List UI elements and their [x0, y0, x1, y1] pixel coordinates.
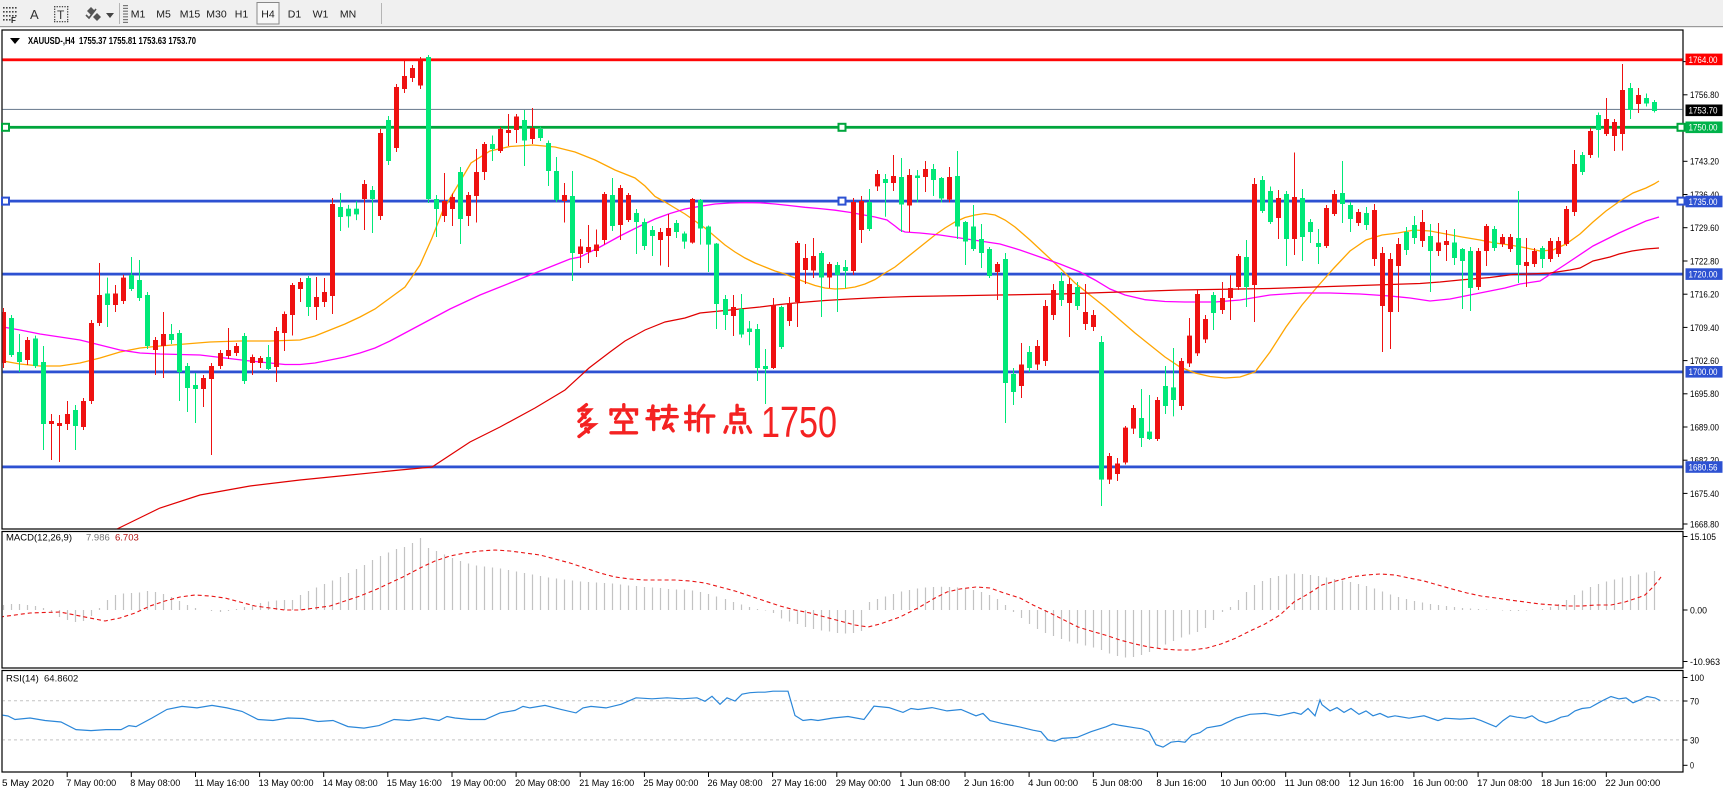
- svg-text:25 May 00:00: 25 May 00:00: [643, 778, 698, 789]
- svg-text:0.00: 0.00: [1690, 605, 1707, 616]
- svg-text:14 May 08:00: 14 May 08:00: [323, 778, 378, 789]
- svg-text:1695.80: 1695.80: [1690, 389, 1719, 400]
- svg-text:15.105: 15.105: [1690, 532, 1716, 543]
- svg-text:1743.20: 1743.20: [1690, 157, 1719, 168]
- svg-text:1764.00: 1764.00: [1689, 55, 1718, 66]
- svg-text:1753.70: 1753.70: [1689, 106, 1718, 117]
- svg-text:1735.00: 1735.00: [1689, 197, 1718, 208]
- svg-text:4 Jun 00:00: 4 Jun 00:00: [1028, 778, 1078, 789]
- svg-text:26 May 08:00: 26 May 08:00: [708, 778, 763, 789]
- svg-text:22 Jun 00:00: 22 Jun 00:00: [1605, 778, 1660, 789]
- svg-text:1729.60: 1729.60: [1690, 223, 1719, 234]
- svg-text:H1: H1: [235, 9, 249, 21]
- svg-text:W1: W1: [313, 9, 329, 21]
- svg-text:5 Jun 08:00: 5 Jun 08:00: [1092, 778, 1142, 789]
- svg-text:1709.40: 1709.40: [1690, 323, 1719, 334]
- svg-text:29 May 00:00: 29 May 00:00: [836, 778, 891, 789]
- svg-text:12 Jun 16:00: 12 Jun 16:00: [1349, 778, 1404, 789]
- svg-text:17 Jun 08:00: 17 Jun 08:00: [1477, 778, 1532, 789]
- svg-text:1750.00: 1750.00: [1689, 123, 1718, 134]
- svg-text:13 May 00:00: 13 May 00:00: [259, 778, 314, 789]
- svg-text:100: 100: [1690, 673, 1704, 684]
- svg-text:H4: H4: [261, 9, 275, 21]
- svg-text:D1: D1: [288, 9, 302, 21]
- svg-text:1716.20: 1716.20: [1690, 290, 1719, 301]
- svg-text:27 May 16:00: 27 May 16:00: [772, 778, 827, 789]
- svg-text:XAUUSD-,H4 1755.37 1755.81 17: XAUUSD-,H4 1755.37 1755.81 1753.63 1753.…: [28, 36, 196, 47]
- svg-text:21 May 16:00: 21 May 16:00: [579, 778, 634, 789]
- svg-text:1736.40: 1736.40: [1690, 190, 1719, 201]
- svg-text:1720.00: 1720.00: [1689, 270, 1718, 281]
- svg-text:RSI(14): RSI(14): [6, 674, 39, 685]
- svg-text:7.986: 7.986: [86, 533, 110, 544]
- svg-text:5 May 2020: 5 May 2020: [2, 778, 54, 789]
- svg-text:30: 30: [1690, 735, 1699, 746]
- svg-text:1675.40: 1675.40: [1690, 489, 1719, 500]
- svg-text:F: F: [11, 16, 16, 25]
- svg-text:M5: M5: [156, 9, 171, 21]
- svg-text:7 May 00:00: 7 May 00:00: [66, 778, 116, 789]
- svg-text:11 May 16:00: 11 May 16:00: [195, 778, 250, 789]
- svg-text:70: 70: [1690, 696, 1699, 707]
- svg-text:MN: MN: [340, 9, 356, 21]
- svg-text:64.8602: 64.8602: [44, 674, 78, 685]
- svg-text:6.703: 6.703: [115, 533, 139, 544]
- svg-text:MACD(12,26,9): MACD(12,26,9): [6, 533, 72, 544]
- svg-text:A: A: [30, 7, 39, 22]
- svg-text:2 Jun 16:00: 2 Jun 16:00: [964, 778, 1014, 789]
- svg-text:8 May 08:00: 8 May 08:00: [130, 778, 180, 789]
- svg-text:10 Jun 00:00: 10 Jun 00:00: [1221, 778, 1276, 789]
- svg-text:15 May 16:00: 15 May 16:00: [387, 778, 442, 789]
- svg-text:1722.80: 1722.80: [1690, 256, 1719, 267]
- svg-text:1689.00: 1689.00: [1690, 422, 1719, 433]
- svg-text:11 Jun 08:00: 11 Jun 08:00: [1285, 778, 1340, 789]
- svg-text:20 May 08:00: 20 May 08:00: [515, 778, 570, 789]
- svg-text:1750: 1750: [761, 398, 837, 447]
- svg-text:18 Jun 16:00: 18 Jun 16:00: [1541, 778, 1596, 789]
- svg-text:M15: M15: [180, 9, 201, 21]
- svg-text:1756.80: 1756.80: [1690, 90, 1719, 101]
- svg-text:19 May 00:00: 19 May 00:00: [451, 778, 506, 789]
- svg-text:16 Jun 00:00: 16 Jun 00:00: [1413, 778, 1468, 789]
- svg-text:T: T: [57, 8, 65, 22]
- svg-text:1680.56: 1680.56: [1689, 462, 1718, 473]
- svg-text:-10.963: -10.963: [1690, 657, 1720, 668]
- svg-text:M30: M30: [206, 9, 227, 21]
- svg-text:1668.80: 1668.80: [1690, 519, 1719, 530]
- svg-text:1682.20: 1682.20: [1690, 456, 1719, 467]
- svg-text:M1: M1: [131, 9, 146, 21]
- svg-text:0: 0: [1690, 761, 1694, 772]
- svg-text:8 Jun 16:00: 8 Jun 16:00: [1156, 778, 1206, 789]
- svg-text:1700.00: 1700.00: [1689, 367, 1718, 378]
- svg-text:1702.60: 1702.60: [1690, 356, 1719, 367]
- svg-text:1 Jun 08:00: 1 Jun 08:00: [900, 778, 950, 789]
